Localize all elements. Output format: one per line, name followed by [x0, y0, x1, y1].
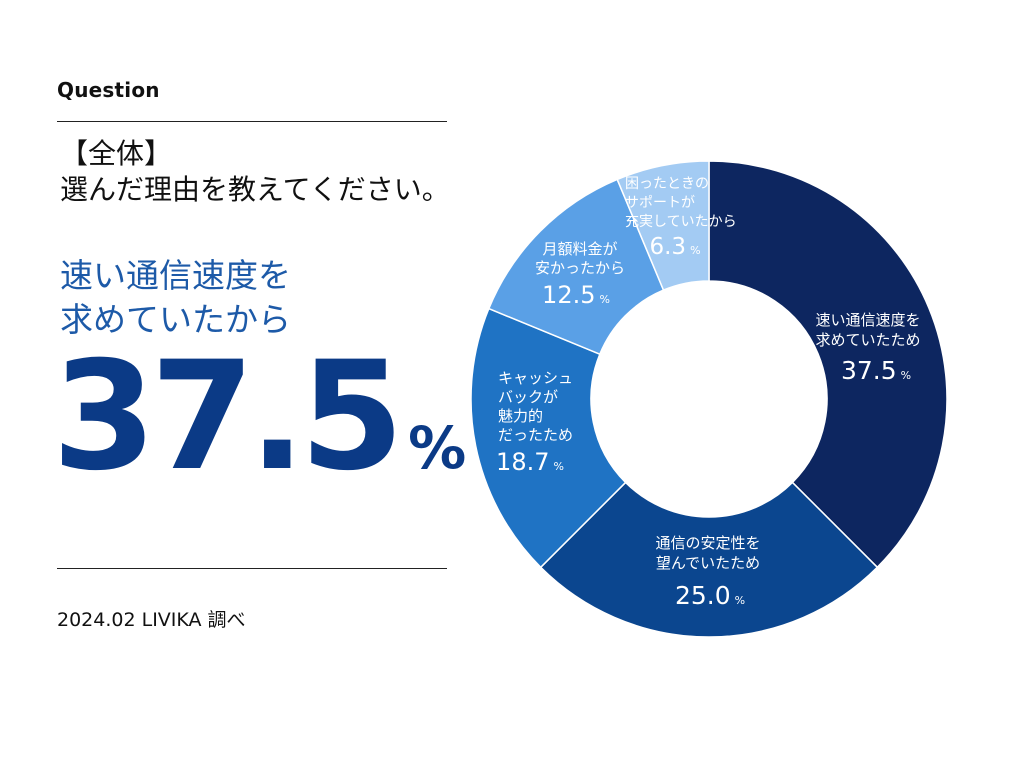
top-divider — [57, 121, 447, 122]
slice-value-unit-4: % — [599, 293, 609, 306]
slice-label-2-line-2: 望んでいたため — [656, 554, 760, 572]
slice-label-4-line-1: 月額料金が — [542, 240, 617, 258]
question-line-2: 選んだ理由を教えてください。 — [60, 173, 450, 206]
slice-value-number-4: 12.5 — [542, 281, 595, 309]
slice-label-2-line-1: 通信の安定性を — [655, 534, 760, 552]
slice-value-number-1: 37.5 — [841, 356, 897, 385]
slice-value-unit-5: % — [690, 244, 700, 257]
slice-label-3-line-3: 魅力的 — [498, 407, 543, 425]
slice-label-3-line-1: キャッシュ — [498, 369, 573, 387]
slice-value-2: 25.0% — [675, 581, 745, 610]
bottom-divider — [57, 568, 447, 569]
question-tag: Question — [57, 78, 160, 102]
highlight-value: 37.5 — [52, 330, 404, 504]
slice-value-1: 37.5% — [841, 356, 911, 385]
slice-label-3-line-2: バックが — [498, 388, 558, 406]
source-note: 2024.02 LIVIKA 調べ — [57, 609, 246, 631]
slice-label-4-line-2: 安かったから — [535, 259, 625, 277]
donut-slice-5 — [616, 160, 710, 292]
slice-label-5-line-2: サポートが — [625, 195, 695, 211]
slice-value-unit-3: % — [553, 460, 563, 473]
slice-value-unit-1: % — [901, 369, 911, 382]
slice-value-unit-2: % — [735, 594, 745, 607]
highlight-line-1: 速い通信速度を — [60, 256, 291, 295]
slice-label-5-line-1: 困ったときの — [625, 176, 709, 192]
slice-value-3: 18.7% — [496, 448, 564, 476]
highlight-unit: % — [408, 414, 467, 482]
highlight-percentage: 37.5 % — [52, 342, 466, 492]
highlight-line-2: 求めていたから — [60, 300, 291, 339]
slice-value-4: 12.5% — [542, 281, 610, 309]
slice-label-1-line-2: 求めていたため — [815, 331, 920, 349]
donut-slice-1 — [708, 160, 948, 569]
slice-value-number-3: 18.7 — [496, 448, 549, 476]
question-block: 【全体】 選んだ理由を教えてください。 — [60, 136, 450, 208]
highlight-answer: 速い通信速度を 求めていたから — [60, 254, 291, 342]
donut-slice-2 — [539, 481, 879, 638]
slice-value-5: 6.3% — [649, 234, 700, 260]
slice-label-3-line-4: だったため — [498, 426, 573, 444]
slice-value-number-5: 6.3 — [649, 234, 686, 260]
slice-label-5-line-3: 充実していたから — [625, 214, 737, 230]
slice-label-1-line-1: 速い通信速度を — [815, 311, 920, 329]
question-line-1: 【全体】 — [60, 137, 173, 170]
donut-slice-3 — [470, 307, 627, 569]
slice-value-number-2: 25.0 — [675, 581, 731, 610]
